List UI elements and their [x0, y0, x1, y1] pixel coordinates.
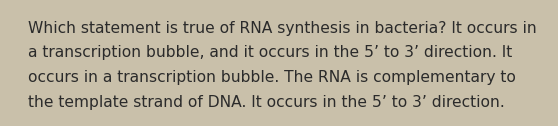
Text: Which statement is true of RNA synthesis in bacteria? It occurs in: Which statement is true of RNA synthesis…: [28, 21, 537, 36]
Text: a transcription bubble, and it occurs in the 5’ to 3’ direction. It: a transcription bubble, and it occurs in…: [28, 45, 512, 60]
Text: the template strand of DNA. It occurs in the 5’ to 3’ direction.: the template strand of DNA. It occurs in…: [28, 94, 505, 109]
Text: occurs in a transcription bubble. The RNA is complementary to: occurs in a transcription bubble. The RN…: [28, 70, 516, 85]
